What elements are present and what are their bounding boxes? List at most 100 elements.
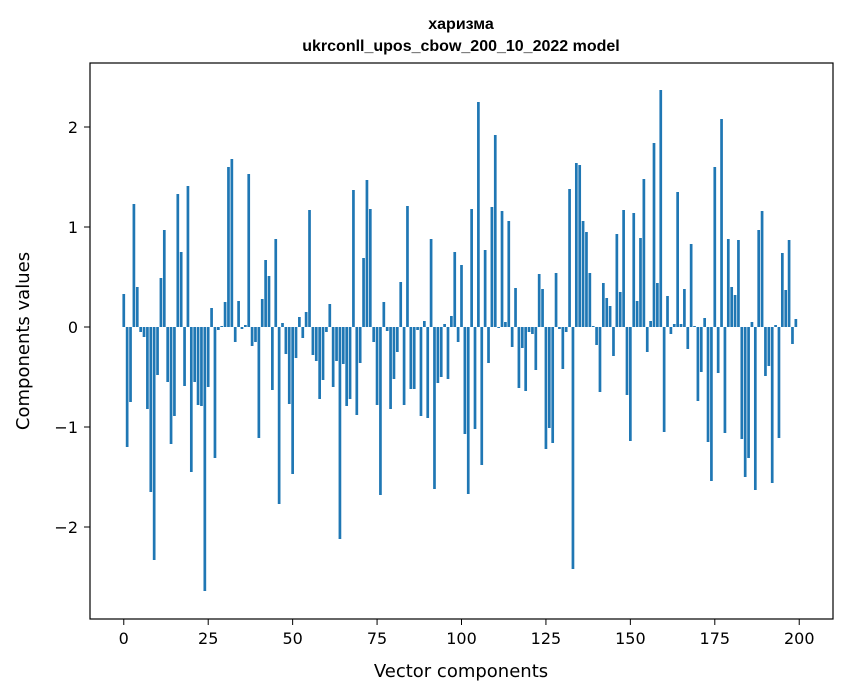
bar-156 (649, 321, 652, 327)
bar-101 (463, 327, 467, 434)
bar-32 (230, 159, 234, 327)
y-tick-label: −1 (54, 418, 78, 437)
bar-19 (186, 186, 190, 327)
bar-196 (784, 290, 788, 327)
bar-73 (368, 209, 372, 327)
bar-118 (520, 327, 524, 348)
bar-62 (331, 327, 335, 387)
bar-126 (547, 327, 551, 428)
bar-81 (395, 327, 399, 352)
bar-162 (669, 327, 673, 334)
bar-192 (770, 327, 774, 483)
bar-180 (730, 287, 734, 327)
bar-188 (757, 230, 761, 327)
bar-95 (443, 324, 446, 327)
bar-142 (601, 283, 605, 327)
bar-197 (787, 240, 791, 327)
bar-13 (166, 327, 170, 382)
bar-52 (298, 317, 301, 327)
chart-title: харизма (428, 16, 494, 33)
bar-27 (213, 327, 217, 458)
bar-29 (220, 326, 224, 327)
bar-92 (433, 327, 436, 489)
bar-83 (402, 327, 406, 405)
bar-170 (696, 327, 700, 401)
bar-195 (780, 253, 784, 327)
bar-35 (240, 327, 244, 329)
bar-42 (264, 260, 267, 327)
bar-98 (453, 252, 457, 327)
bar-72 (365, 180, 369, 327)
bar-150 (629, 327, 632, 441)
bar-172 (703, 318, 707, 327)
x-tick-label: 125 (531, 629, 562, 648)
x-tick-label: 100 (446, 629, 477, 648)
bar-115 (510, 327, 514, 347)
x-tick-label: 0 (119, 629, 129, 648)
bar-40 (257, 327, 261, 438)
bar-104 (473, 327, 477, 429)
bar-139 (591, 326, 595, 327)
bar-125 (544, 327, 548, 449)
x-tick-label: 200 (784, 629, 815, 648)
bar-108 (487, 327, 490, 363)
bar-111 (497, 327, 500, 328)
bar-75 (375, 327, 379, 405)
bar-173 (706, 327, 710, 442)
bar-146 (615, 234, 619, 327)
bar-25 (206, 327, 210, 387)
bar-99 (456, 327, 460, 342)
bar-76 (379, 327, 382, 495)
bar-113 (504, 322, 507, 327)
bar-46 (277, 327, 281, 504)
bar-187 (753, 327, 757, 490)
bar-140 (595, 327, 598, 345)
bar-174 (710, 327, 713, 481)
bar-152 (635, 301, 639, 327)
bar-145 (612, 327, 615, 356)
bar-114 (507, 221, 511, 327)
bar-166 (683, 289, 686, 327)
y-tick-label: 0 (68, 318, 78, 337)
bar-109 (490, 207, 494, 327)
bar-55 (308, 210, 311, 327)
bar-45 (274, 239, 278, 327)
bar-51 (294, 327, 298, 358)
bar-160 (662, 327, 666, 432)
bar-185 (747, 327, 750, 458)
bar-7 (146, 327, 149, 409)
bar-189 (760, 211, 764, 327)
bar-23 (200, 327, 203, 406)
bar-26 (210, 308, 213, 327)
bar-21 (193, 327, 197, 382)
bar-176 (716, 327, 720, 373)
bar-107 (483, 250, 487, 327)
bar-128 (554, 273, 558, 327)
bar-15 (173, 327, 176, 416)
bar-1 (125, 327, 129, 447)
bar-48 (284, 327, 288, 354)
bar-190 (764, 327, 767, 376)
bar-110 (493, 135, 497, 327)
bar-138 (588, 273, 592, 327)
bar-28 (216, 327, 220, 330)
bar-14 (169, 327, 173, 444)
bar-112 (500, 211, 504, 327)
bar-103 (470, 209, 473, 327)
bar-37 (247, 174, 251, 327)
bar-44 (271, 327, 274, 390)
bar-102 (466, 327, 470, 494)
bar-183 (740, 327, 744, 439)
bar-9 (152, 327, 156, 560)
bar-133 (571, 327, 575, 569)
bar-43 (267, 276, 271, 327)
bar-186 (750, 322, 754, 327)
bar-4 (135, 287, 139, 327)
bar-36 (244, 325, 247, 327)
bar-144 (608, 306, 612, 327)
bar-132 (568, 189, 571, 327)
x-tick-label: 175 (700, 629, 731, 648)
bar-77 (382, 302, 386, 327)
bar-119 (524, 327, 528, 391)
bar-24 (203, 327, 207, 591)
